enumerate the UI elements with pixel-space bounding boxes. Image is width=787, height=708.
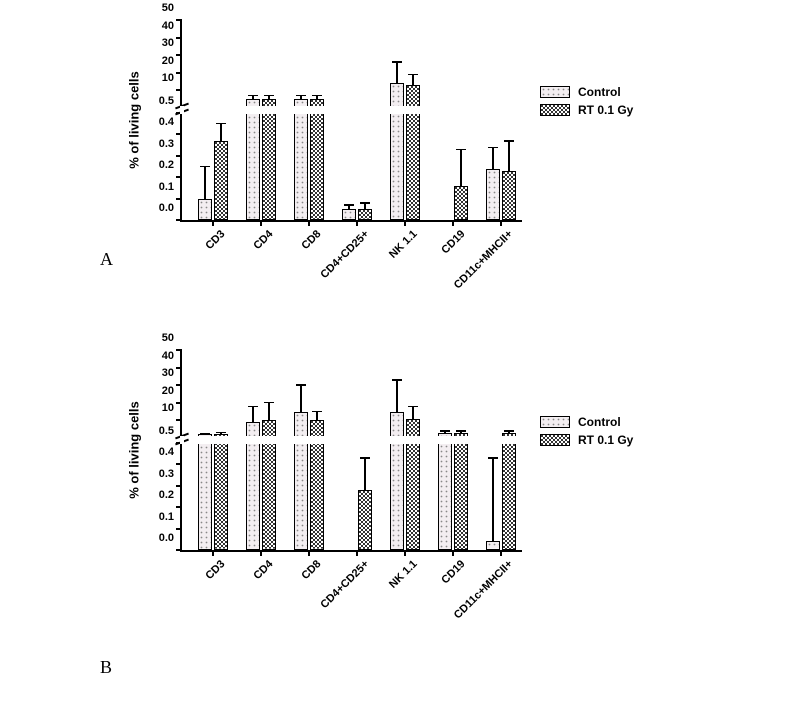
y-tick-label: 10 [162, 402, 174, 414]
legend-row-rt: RT 0.1 Gy [540, 103, 633, 117]
y-tick-label: 0.0 [159, 532, 174, 544]
y-tick-label: 20 [162, 55, 174, 67]
legend-row-control-b: Control [540, 415, 633, 429]
y-tick-label: 10 [162, 72, 174, 84]
x-category-label: CD8 [299, 228, 323, 252]
legend-swatch-rt-b [540, 434, 570, 446]
y-tick-label: 30 [162, 367, 174, 379]
legend-swatch-rt [540, 104, 570, 116]
y-tick-label: 0.4 [159, 446, 174, 458]
bar-control [198, 199, 212, 220]
y-tick-label: 50 [162, 2, 174, 14]
legend-swatch-control [540, 86, 570, 98]
y-tick-label: 0.5 [159, 425, 174, 437]
panel-a: A % of living cells 0.00.10.20.30.40.510… [0, 0, 787, 300]
bar-control [486, 541, 500, 550]
x-category-label: CD3 [203, 558, 227, 582]
y-tick-label: 20 [162, 385, 174, 397]
bar-control [486, 169, 500, 220]
bar-rt [502, 433, 516, 550]
panel-a-label: A [100, 249, 113, 270]
legend-label-rt-b: RT 0.1 Gy [578, 433, 633, 447]
legend-b: Control RT 0.1 Gy [540, 415, 633, 451]
panel-b: B % of living cells 0.00.10.20.30.40.510… [0, 330, 787, 708]
legend-label-control: Control [578, 85, 621, 99]
bar-rt [454, 186, 468, 220]
legend-row-control: Control [540, 85, 633, 99]
bar-rt [214, 141, 228, 220]
y-tick-label: 0.0 [159, 202, 174, 214]
x-category-label: CD4 [251, 558, 275, 582]
y-tick-label: 30 [162, 37, 174, 49]
legend-swatch-control-b [540, 416, 570, 428]
y-tick-label: 40 [162, 20, 174, 32]
y-tick-label: 0.2 [159, 489, 174, 501]
bar-control [390, 83, 404, 220]
chart-b: % of living cells 0.00.10.20.30.40.51020… [180, 350, 522, 552]
chart-a: % of living cells 0.00.10.20.30.40.51020… [180, 20, 522, 222]
bar-control [246, 99, 260, 220]
panel-b-label: B [100, 657, 112, 678]
bar-rt [262, 99, 276, 220]
x-category-label: NK 1.1 [387, 228, 420, 261]
bar-control [390, 412, 404, 550]
x-category-label: CD19 [439, 558, 467, 586]
ylabel-b: % of living cells [127, 401, 142, 499]
y-tick-label: 0.3 [159, 468, 174, 480]
bar-rt [502, 171, 516, 220]
y-tick-label: 40 [162, 350, 174, 362]
bar-control [198, 434, 212, 550]
bar-control [438, 433, 452, 550]
y-tick-label: 0.1 [159, 511, 174, 523]
y-tick-label: 0.5 [159, 95, 174, 107]
y-tick-label: 0.1 [159, 181, 174, 193]
legend-label-rt: RT 0.1 Gy [578, 103, 633, 117]
bar-rt [358, 490, 372, 550]
x-category-label: CD4 [251, 228, 275, 252]
y-tick-label: 0.3 [159, 138, 174, 150]
bar-rt [310, 99, 324, 220]
y-tick-label: 50 [162, 332, 174, 344]
x-category-label: CD4+CD25+ [318, 558, 371, 611]
legend-a: Control RT 0.1 Gy [540, 85, 633, 121]
x-category-label: NK 1.1 [387, 558, 420, 591]
bar-control [294, 412, 308, 550]
ylabel-a: % of living cells [127, 71, 142, 169]
x-category-label: CD19 [439, 228, 467, 256]
x-category-label: CD8 [299, 558, 323, 582]
bar-control [294, 99, 308, 220]
bar-control [342, 209, 356, 220]
y-tick-label: 0.2 [159, 159, 174, 171]
legend-row-rt-b: RT 0.1 Gy [540, 433, 633, 447]
bar-rt [454, 433, 468, 550]
y-tick-label: 0.4 [159, 116, 174, 128]
x-category-label: CD3 [203, 228, 227, 252]
bar-rt [214, 434, 228, 550]
x-category-label: CD4+CD25+ [318, 228, 371, 281]
bar-rt [358, 209, 372, 220]
legend-label-control-b: Control [578, 415, 621, 429]
